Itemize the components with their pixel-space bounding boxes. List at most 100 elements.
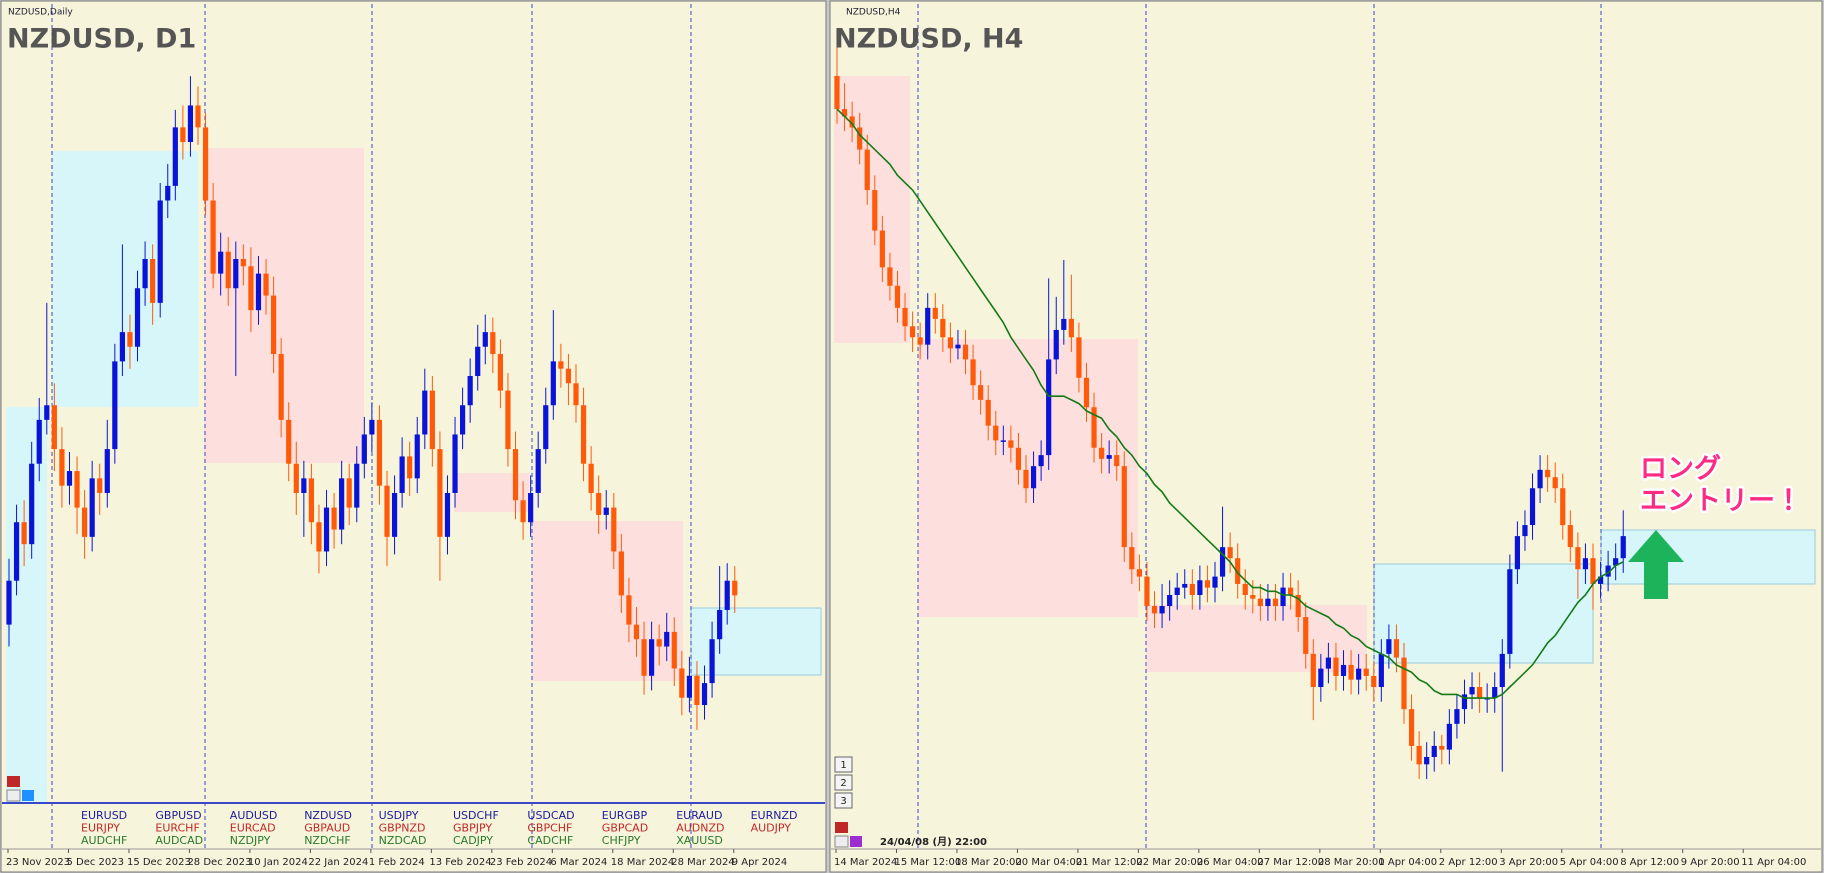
candle-body: [1499, 653, 1505, 688]
time-label: 22 Jan 2024: [308, 857, 368, 868]
symbol-link[interactable]: USDCHF: [453, 809, 499, 822]
symbol-link[interactable]: EURAUD: [676, 809, 722, 822]
close-button[interactable]: [834, 835, 849, 848]
candle-body: [679, 668, 685, 698]
candle-body: [1522, 525, 1528, 537]
candle-body: [1189, 583, 1195, 595]
candle-body: [233, 258, 239, 289]
candle-body: [724, 580, 730, 610]
symbol-link[interactable]: NZDCAD: [379, 834, 427, 847]
annotation: エントリー！: [1640, 486, 1802, 517]
candle-body: [1219, 547, 1226, 577]
candle-body: [150, 258, 156, 303]
time-label: 5 Dec 2023: [66, 857, 124, 868]
chart-button-label[interactable]: 3: [840, 796, 846, 807]
candle-body: [225, 251, 231, 289]
symbol-link[interactable]: NZDJPY: [230, 834, 271, 847]
candle-body: [172, 127, 178, 186]
minimize-button[interactable]: [7, 776, 20, 787]
candle-body: [271, 295, 277, 355]
pane-title: NZDUSD, D1: [7, 24, 196, 55]
chart-button[interactable]: [834, 792, 853, 809]
candle-body: [1167, 594, 1173, 607]
time-label: 23 Feb 2024: [490, 857, 552, 868]
time-label: 6 Mar 2024: [550, 857, 607, 868]
symbol-link[interactable]: GBPCAD: [602, 822, 648, 835]
candle-body: [686, 675, 692, 698]
candle-body: [1590, 558, 1596, 584]
symbol-link[interactable]: CHFJPY: [602, 834, 641, 847]
candle-body: [910, 326, 916, 338]
candle-body: [1008, 440, 1014, 448]
candle-body: [1061, 318, 1067, 330]
symbol-link[interactable]: EURCAD: [230, 822, 276, 835]
symbol-link[interactable]: EURJPY: [81, 822, 120, 835]
symbol-link[interactable]: GBPNZD: [379, 822, 426, 835]
candle-body: [1242, 583, 1248, 595]
candle-body: [962, 344, 969, 360]
symbol-link[interactable]: XAUUSD: [676, 834, 723, 847]
symbol-link[interactable]: GBPUSD: [155, 809, 201, 822]
candle-body: [1582, 558, 1589, 570]
symbol-link[interactable]: AUDUSD: [230, 809, 278, 822]
symbol-link[interactable]: CADCHF: [527, 834, 573, 847]
chart-button-label[interactable]: 2: [840, 778, 846, 789]
symbol-link[interactable]: CADJPY: [453, 834, 493, 847]
candle-body: [59, 449, 65, 486]
candle-body: [1469, 687, 1475, 695]
time-label: 1 Feb 2024: [369, 857, 425, 868]
candle-body: [917, 337, 923, 345]
candle-body: [1552, 477, 1558, 489]
candle-body: [119, 332, 125, 362]
candle-body: [1507, 569, 1513, 654]
candle-body: [1083, 377, 1090, 408]
candle-group: [834, 39, 1626, 780]
candle-body: [475, 346, 481, 376]
chart-button[interactable]: [834, 756, 853, 773]
candle-body: [1529, 488, 1536, 526]
symbol-link[interactable]: EURNZD: [751, 809, 798, 822]
close-button[interactable]: [6, 789, 21, 802]
candle-body: [649, 639, 655, 676]
panel-button[interactable]: [22, 790, 34, 801]
candle-body: [195, 105, 201, 128]
symbol-link[interactable]: GBPCHF: [527, 822, 572, 835]
candle-body: [641, 639, 647, 676]
zone: [6, 407, 47, 803]
candle-body: [940, 318, 946, 338]
symbol-link[interactable]: NZDUSD: [304, 809, 352, 822]
panel-button[interactable]: [850, 836, 862, 847]
candle-body: [1340, 664, 1347, 676]
candle-body: [180, 127, 186, 143]
symbol-link[interactable]: AUDNZD: [676, 822, 724, 835]
symbol-link[interactable]: AUDCAD: [155, 834, 203, 847]
candle-body: [29, 463, 35, 545]
pane-caption: NZDUSD,H4: [846, 8, 901, 18]
candle-body: [391, 492, 398, 537]
candle-body: [293, 463, 299, 493]
candle-body: [1288, 587, 1294, 595]
candle-body: [1492, 687, 1498, 699]
symbol-link[interactable]: GBPJPY: [453, 822, 492, 835]
candle-body: [1046, 359, 1052, 456]
chart-button-label[interactable]: 1: [840, 760, 846, 771]
candle-body: [286, 419, 292, 464]
minimize-button[interactable]: [835, 822, 848, 833]
symbol-link[interactable]: USDCAD: [527, 809, 574, 822]
candle-body: [857, 127, 863, 150]
time-label: 2 Apr 12:00: [1439, 857, 1498, 868]
time-label: 1 Apr 04:00: [1378, 857, 1437, 868]
candle-body: [1182, 583, 1188, 588]
candle-body: [444, 492, 451, 537]
symbol-link[interactable]: AUDJPY: [751, 822, 792, 835]
symbol-link[interactable]: GBPAUD: [304, 822, 350, 835]
cursor-time: 24/04/08 (月) 22:00: [880, 836, 987, 848]
chart-button[interactable]: [834, 774, 853, 791]
candle-body: [1597, 576, 1604, 584]
symbol-link[interactable]: NZDCHF: [304, 834, 351, 847]
symbol-link[interactable]: EURGBP: [602, 809, 648, 822]
symbol-link[interactable]: EURCHF: [155, 822, 199, 835]
symbol-link[interactable]: USDJPY: [379, 809, 419, 822]
symbol-link[interactable]: AUDCHF: [81, 834, 127, 847]
symbol-link[interactable]: EURUSD: [81, 809, 127, 822]
